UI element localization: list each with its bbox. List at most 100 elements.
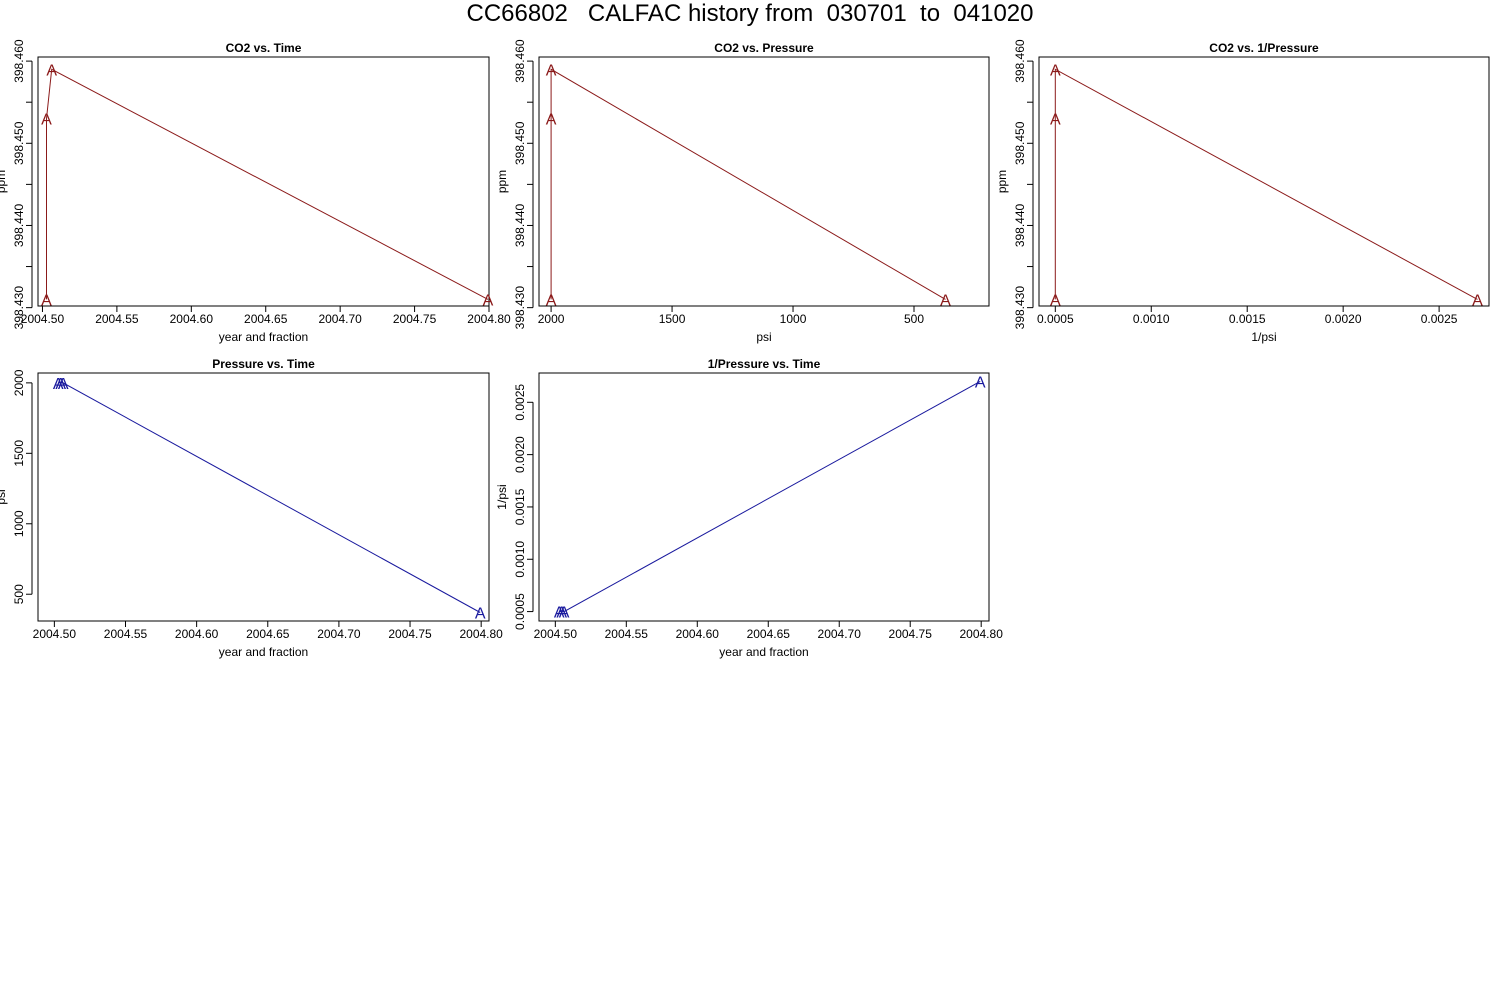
chart-title: CO2 vs. Pressure — [714, 41, 814, 55]
y-tick-label: 0.0015 — [513, 488, 527, 525]
y-tick-label: 398.440 — [12, 203, 26, 247]
data-point-marker: A — [975, 374, 986, 391]
x-tick-label: 2004.55 — [605, 627, 649, 641]
x-tick-label: 2004.65 — [747, 627, 791, 641]
x-tick-label: 2004.65 — [246, 627, 290, 641]
x-tick-label: 2004.70 — [317, 627, 361, 641]
x-tick-label: 1000 — [780, 312, 807, 326]
series-line — [550, 68, 946, 300]
chart-title: 1/Pressure vs. Time — [708, 357, 821, 371]
x-tick-label: 2004.80 — [467, 312, 511, 326]
data-point-marker: A — [1050, 292, 1061, 309]
y-tick-label: 398.460 — [1013, 39, 1027, 83]
chart-title: Pressure vs. Time — [212, 357, 315, 371]
panel-inverse-pressure-vs-time: 1/Pressure vs. Time 2004.50 2004.55 2004.60… — [495, 357, 1003, 659]
y-tick-label: 398.450 — [1013, 121, 1027, 165]
x-axis-label: year and fraction — [219, 330, 308, 344]
x-tick-label: 0.0015 — [1229, 312, 1266, 326]
y-axis-label: ppm — [995, 170, 1009, 193]
x-tick-label: 2004.55 — [95, 312, 139, 326]
x-tick-label: 2004.80 — [459, 627, 503, 641]
x-tick-label: 2004.70 — [818, 627, 862, 641]
panel-pressure-vs-time: Pressure vs. Time 2004.50 2004.55 2004.60 20… — [0, 357, 503, 659]
y-tick-label: 398.460 — [12, 39, 26, 83]
panel-co2-vs-time: CO2 vs. Time 2004.50 2004.55 2004.60 2004.65… — [0, 39, 511, 344]
x-axis-label: year and fraction — [719, 645, 808, 659]
y-tick-label: 0.0025 — [513, 384, 527, 421]
panel-co2-vs-pressure: CO2 vs. Pressure 2000 1500 1000 500 psi 398.43… — [495, 39, 990, 344]
x-tick-label: 1500 — [659, 312, 686, 326]
plot-frame — [538, 56, 990, 307]
data-point-marker: A — [1472, 292, 1483, 309]
y-tick-label: 398.440 — [513, 203, 527, 247]
x-tick-label: 2004.60 — [175, 627, 219, 641]
x-tick-label: 2004.70 — [318, 312, 362, 326]
data-point-marker: A — [546, 62, 557, 79]
data-point-marker: A — [41, 112, 52, 129]
data-point-marker: A — [55, 376, 66, 393]
x-tick-label: 500 — [904, 312, 924, 326]
y-tick-label: 0.0020 — [513, 436, 527, 473]
x-tick-label: 0.0005 — [1037, 312, 1074, 326]
series-line — [1054, 68, 1478, 300]
chart-title: CO2 vs. 1/Pressure — [1209, 41, 1319, 55]
series-line — [46, 68, 489, 300]
x-tick-label: 0.0025 — [1421, 312, 1458, 326]
x-tick-label: 2004.65 — [244, 312, 288, 326]
y-tick-label: 398.460 — [513, 39, 527, 83]
data-point-marker: A — [940, 292, 951, 309]
x-tick-label: 2004.60 — [676, 627, 720, 641]
x-tick-label: 2004.50 — [21, 312, 65, 326]
data-point-marker: A — [546, 292, 557, 309]
data-point-marker: A — [46, 62, 57, 79]
page-title: CC66802 CALFAC history from 030701 to 04… — [466, 0, 1034, 27]
x-tick-label: 2004.75 — [393, 312, 437, 326]
y-tick-label: 398.450 — [513, 121, 527, 165]
x-tick-label: 2004.75 — [889, 627, 933, 641]
data-point-marker: A — [1050, 112, 1061, 129]
x-axis-label: 1/psi — [1251, 330, 1276, 344]
y-tick-label: 398.440 — [1013, 203, 1027, 247]
x-tick-label: 2004.50 — [534, 627, 578, 641]
data-point-marker: A — [58, 376, 69, 393]
y-tick-label: 1000 — [12, 510, 26, 537]
y-tick-label: 0.0005 — [513, 593, 527, 630]
data-point-marker: A — [53, 376, 64, 393]
y-tick-label: 2000 — [12, 369, 26, 396]
y-tick-label: 398.430 — [12, 286, 26, 330]
data-point-marker: A — [556, 605, 567, 622]
panel-co2-vs-inverse-pressure: CO2 vs. 1/Pressure 0.0005 0.0010 0.0015 0.00… — [995, 39, 1490, 344]
x-tick-label: 2004.60 — [170, 312, 214, 326]
y-axis-label: ppm — [495, 170, 509, 193]
data-point-marker: A — [1050, 62, 1061, 79]
x-axis-label: year and fraction — [219, 645, 308, 659]
y-tick-label: 1500 — [12, 440, 26, 467]
x-tick-label: 0.0010 — [1133, 312, 1170, 326]
data-point-marker: A — [41, 292, 52, 309]
x-tick-label: 2004.55 — [104, 627, 148, 641]
x-tick-label: 0.0020 — [1325, 312, 1362, 326]
plot-frame — [37, 372, 490, 622]
y-axis-label: ppm — [0, 170, 8, 193]
data-point-marker: A — [559, 605, 570, 622]
y-tick-label: 0.0010 — [513, 541, 527, 578]
y-axis-label: 1/psi — [495, 484, 509, 509]
y-tick-label: 500 — [12, 584, 26, 604]
x-tick-label: 2004.50 — [33, 627, 77, 641]
series-line — [58, 382, 481, 613]
y-axis-label: psi — [0, 489, 8, 504]
y-tick-label: 398.430 — [1013, 286, 1027, 330]
data-point-marker: A — [483, 292, 494, 309]
chart-title: CO2 vs. Time — [226, 41, 302, 55]
y-tick-label: 398.430 — [513, 286, 527, 330]
x-tick-label: 2000 — [538, 312, 565, 326]
series-line — [559, 380, 981, 613]
x-tick-label: 2004.75 — [388, 627, 432, 641]
y-tick-label: 398.450 — [12, 121, 26, 165]
x-axis-label: psi — [756, 330, 771, 344]
data-point-marker: A — [475, 606, 486, 623]
data-point-marker: A — [546, 112, 557, 129]
plot-frame — [538, 372, 990, 622]
data-point-marker: A — [554, 605, 565, 622]
